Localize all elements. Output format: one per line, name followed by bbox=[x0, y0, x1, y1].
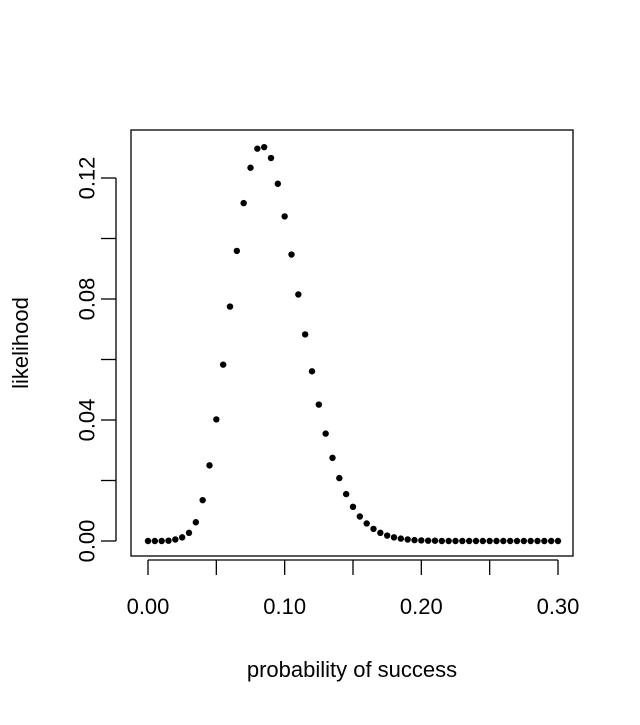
data-point bbox=[534, 537, 541, 545]
data-point bbox=[418, 537, 425, 544]
data-point bbox=[541, 537, 548, 545]
data-point bbox=[431, 537, 439, 544]
data-point bbox=[233, 247, 241, 255]
data-point bbox=[506, 537, 514, 545]
data-point bbox=[356, 513, 364, 520]
data-point bbox=[452, 537, 459, 545]
data-point bbox=[267, 154, 275, 162]
data-point bbox=[383, 532, 391, 539]
data-point bbox=[445, 537, 452, 545]
data-point bbox=[500, 537, 507, 545]
data-point bbox=[424, 537, 432, 544]
data-point bbox=[281, 213, 288, 220]
data-point bbox=[377, 529, 384, 537]
data-point bbox=[315, 401, 323, 408]
data-point bbox=[144, 537, 152, 545]
y-tick-label: 0.04 bbox=[75, 399, 100, 442]
data-point bbox=[459, 537, 466, 545]
data-point bbox=[513, 537, 521, 545]
data-point bbox=[219, 361, 227, 368]
y-tick-label: 0.00 bbox=[75, 520, 100, 563]
data-point bbox=[240, 199, 247, 207]
y-tick-label: 0.08 bbox=[75, 278, 100, 321]
data-point bbox=[329, 454, 336, 462]
x-tick-label: 0.10 bbox=[263, 594, 306, 619]
data-point bbox=[172, 536, 179, 543]
data-point bbox=[493, 537, 500, 545]
x-axis: 0.00 0.10 0.20 0.30 bbox=[127, 559, 580, 619]
data-point bbox=[151, 537, 159, 545]
data-point bbox=[301, 331, 309, 338]
data-point bbox=[349, 503, 357, 511]
data-point bbox=[185, 529, 193, 537]
data-point bbox=[288, 251, 295, 258]
data-point bbox=[260, 143, 268, 151]
data-point bbox=[520, 537, 528, 545]
data-point bbox=[336, 474, 343, 482]
data-point bbox=[254, 145, 261, 152]
data-point bbox=[247, 164, 254, 171]
data-point bbox=[342, 490, 350, 498]
data-point bbox=[165, 537, 172, 544]
data-point bbox=[363, 520, 370, 527]
data-point bbox=[308, 368, 316, 375]
data-point bbox=[547, 537, 555, 545]
x-axis-label: probability of success bbox=[247, 657, 457, 682]
data-point bbox=[527, 537, 534, 545]
data-point bbox=[404, 536, 411, 543]
data-point bbox=[158, 537, 165, 545]
plot-area-box bbox=[130, 129, 574, 557]
data-point bbox=[295, 291, 302, 298]
x-tick-label: 0.20 bbox=[400, 594, 443, 619]
x-tick-label: 0.00 bbox=[127, 594, 170, 619]
y-axis-label: likelihood bbox=[8, 297, 33, 389]
data-point bbox=[206, 462, 213, 469]
data-point bbox=[213, 416, 220, 423]
data-point bbox=[370, 525, 377, 533]
data-point bbox=[226, 303, 234, 310]
data-point bbox=[438, 537, 446, 545]
data-point bbox=[479, 537, 487, 545]
data-point bbox=[274, 180, 282, 187]
data-point bbox=[397, 535, 405, 542]
data-points bbox=[144, 143, 562, 545]
data-point bbox=[472, 537, 480, 545]
data-point bbox=[465, 537, 473, 545]
data-point bbox=[390, 534, 398, 541]
data-point bbox=[192, 519, 200, 526]
data-point bbox=[199, 496, 206, 504]
data-point bbox=[411, 536, 418, 544]
data-point bbox=[554, 537, 562, 545]
y-axis: 0.00 0.04 0.08 0.12 bbox=[75, 157, 117, 563]
data-point bbox=[486, 537, 493, 545]
data-point bbox=[322, 430, 329, 437]
data-point bbox=[178, 534, 186, 541]
y-tick-label: 0.12 bbox=[75, 157, 100, 200]
x-tick-label: 0.30 bbox=[537, 594, 580, 619]
